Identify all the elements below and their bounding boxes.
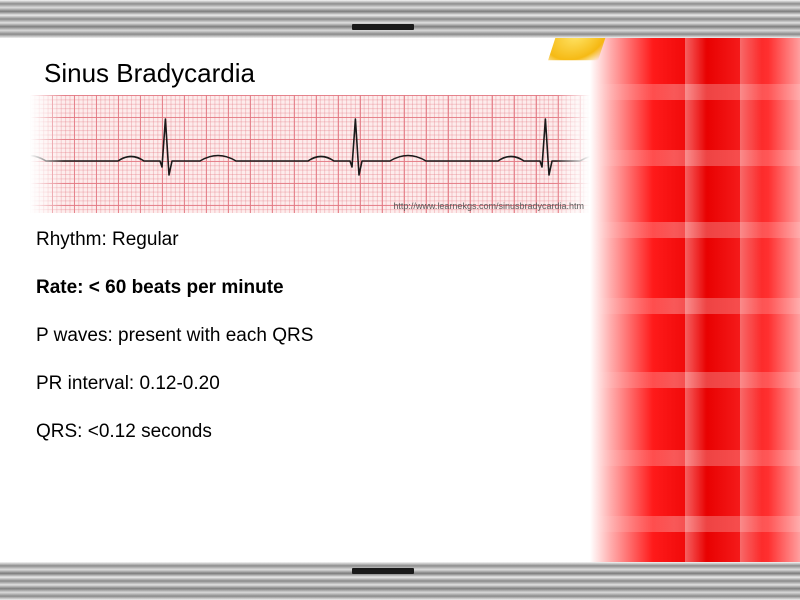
content-area: Sinus Bradycardia http://www.learnekgs.c…	[38, 58, 598, 469]
criteria-rate: Rate: < 60 beats per minute	[36, 277, 598, 299]
red-panel-streak	[590, 84, 800, 100]
red-panel-streak	[590, 298, 800, 314]
slide: Sinus Bradycardia http://www.learnekgs.c…	[0, 0, 800, 600]
red-panel-streak	[590, 450, 800, 466]
ekg-fade-left	[30, 95, 64, 213]
criteria-list: Rhythm: Regular Rate: < 60 beats per min…	[36, 229, 598, 443]
criteria-rhythm: Rhythm: Regular	[36, 229, 598, 251]
ekg-strip: http://www.learnekgs.com/sinusbradycardi…	[30, 95, 590, 213]
red-panel-streak	[590, 222, 800, 238]
red-panel-streak	[590, 150, 800, 166]
ekg-trace	[30, 95, 590, 213]
red-panel-streak	[590, 516, 800, 532]
page-title: Sinus Bradycardia	[44, 58, 598, 89]
red-panel-streak	[590, 372, 800, 388]
bottom-chrome-dark-tick	[352, 568, 414, 574]
criteria-p-waves: P waves: present with each QRS	[36, 325, 598, 347]
top-chrome-bar	[0, 0, 800, 38]
criteria-pr-interval: PR interval: 0.12-0.20	[36, 373, 598, 395]
top-chrome-dark-tick	[352, 24, 414, 30]
ekg-fade-right	[556, 95, 590, 213]
ekg-source-caption: http://www.learnekgs.com/sinusbradycardi…	[393, 201, 584, 211]
criteria-qrs: QRS: <0.12 seconds	[36, 421, 598, 443]
